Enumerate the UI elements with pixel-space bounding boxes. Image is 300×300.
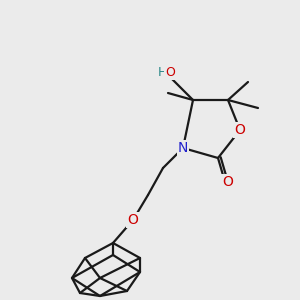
Text: N: N [178, 141, 188, 155]
Text: O: O [128, 213, 138, 227]
Text: O: O [223, 175, 233, 189]
Text: O: O [165, 65, 175, 79]
Text: O: O [235, 123, 245, 137]
Text: H: H [157, 65, 167, 79]
